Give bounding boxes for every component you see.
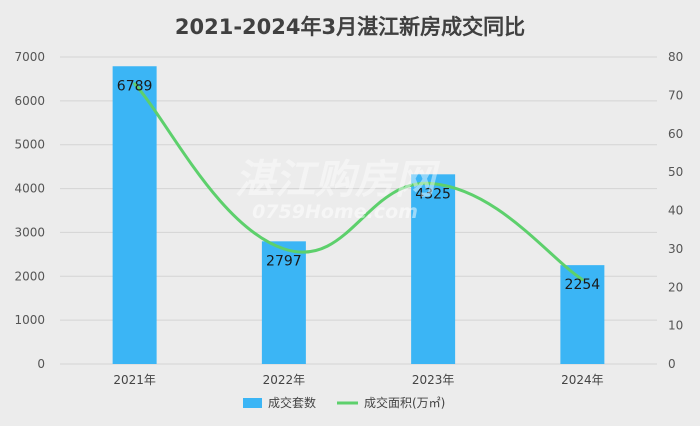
y-right-tick-label: 70 (668, 88, 683, 102)
axes: 0 1000 2000 3000 4000 5000 6000 7000 0 10 20 30 40 50… (14, 50, 683, 387)
y-left-tick-label: 4000 (14, 182, 45, 196)
bar (560, 265, 605, 364)
legend-label-bar: 成交套数 (268, 395, 316, 410)
y-right-tick-label: 50 (668, 165, 683, 179)
watermark-subtext: 0759Home.com (252, 201, 418, 223)
y-right-tick-label: 60 (668, 127, 683, 141)
y-right-tick-label: 80 (668, 50, 683, 64)
y-right-tick-label: 0 (668, 357, 676, 371)
bar (112, 66, 157, 365)
gridlines (60, 56, 657, 365)
line-series (133, 82, 584, 282)
y-right-tick-label: 30 (668, 242, 683, 256)
bar-series (112, 66, 605, 365)
data-label: 6789 (117, 78, 153, 94)
y-left-tick-label: 2000 (14, 269, 45, 283)
watermark-text: 湛江购房网 (235, 157, 441, 203)
x-tick-label: 2024年 (561, 373, 604, 387)
data-label: 2797 (266, 253, 302, 269)
data-labels: 6789 2797 4325 2254 (117, 78, 600, 293)
x-tick-label: 2021年 (113, 373, 156, 387)
data-label: 2254 (565, 277, 601, 293)
y-left-tick-label: 1000 (14, 313, 45, 327)
legend: 成交套数 成交面积(万㎡) (243, 395, 445, 410)
data-label: 4325 (415, 186, 451, 202)
y-right-tick-label: 40 (668, 204, 683, 218)
bar (261, 241, 306, 364)
y-right-tick-label: 20 (668, 280, 683, 294)
series-line (133, 82, 584, 282)
bar (411, 174, 456, 364)
watermark: 湛江购房网 0759Home.com (235, 157, 441, 223)
y-left-tick-label: 3000 (14, 225, 45, 239)
legend-swatch-bar (243, 398, 262, 408)
legend-label-line: 成交面积(万㎡) (364, 395, 445, 410)
y-left-tick-label: 6000 (14, 94, 45, 108)
chart-title: 2021-2024年3月湛江新房成交同比 (175, 15, 525, 39)
y-left-tick-label: 0 (37, 357, 45, 371)
x-tick-label: 2022年 (263, 373, 306, 387)
x-tick-label: 2023年 (412, 373, 455, 387)
y-left-tick-label: 5000 (14, 138, 45, 152)
y-left-tick-label: 7000 (14, 50, 45, 64)
y-right-tick-label: 10 (668, 319, 683, 333)
